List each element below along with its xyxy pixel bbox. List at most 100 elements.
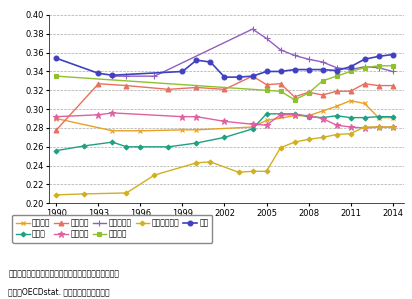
- スウェーデン: [376, 125, 381, 129]
- 英国: [390, 53, 395, 56]
- オランダ: [306, 114, 311, 118]
- フランス: [306, 114, 311, 118]
- スウェーデン: [320, 135, 325, 139]
- フランス: [138, 129, 143, 132]
- ドイツ: [110, 140, 115, 144]
- オランダ: [362, 126, 367, 130]
- スウェーデン: [152, 173, 157, 177]
- ドイツ: [334, 114, 339, 118]
- オランダ: [194, 115, 199, 118]
- 英国: [96, 71, 101, 75]
- Line: スペイン: スペイン: [54, 63, 395, 102]
- ポルトガル: [306, 57, 311, 61]
- 英国: [264, 70, 269, 73]
- オランダ: [348, 125, 353, 129]
- ポルトガル: [390, 70, 395, 73]
- フランス: [110, 129, 115, 132]
- Text: 資料：OECDstat. から経済産業省作成。: 資料：OECDstat. から経済産業省作成。: [8, 287, 110, 296]
- イタリア: [54, 128, 59, 132]
- スウェーデン: [264, 170, 269, 173]
- フランス: [292, 114, 297, 118]
- イタリア: [334, 89, 339, 93]
- ドイツ: [376, 115, 381, 118]
- ポルトガル: [152, 74, 157, 78]
- イタリア: [250, 74, 255, 78]
- オランダ: [180, 115, 185, 118]
- スウェーデン: [306, 138, 311, 141]
- ポルトガル: [124, 74, 129, 78]
- スペイン: [306, 91, 311, 95]
- スウェーデン: [208, 160, 213, 164]
- 英国: [222, 75, 227, 79]
- ドイツ: [54, 149, 59, 152]
- フランス: [390, 116, 395, 119]
- イタリア: [320, 93, 325, 97]
- 英国: [236, 75, 241, 79]
- オランダ: [292, 113, 297, 117]
- イタリア: [194, 86, 199, 89]
- 英国: [292, 68, 297, 71]
- スペイン: [334, 74, 339, 78]
- イタリア: [96, 82, 101, 86]
- 英国: [362, 57, 367, 61]
- スウェーデン: [390, 125, 395, 129]
- ドイツ: [222, 135, 227, 139]
- Line: 英国: 英国: [54, 52, 395, 80]
- Line: ポルトガル: ポルトガル: [109, 26, 396, 79]
- スウェーデン: [236, 170, 241, 174]
- Legend: フランス, ドイツ, イタリア, オランダ, ポルトガル, スペイン, スウェーデン, 英国: フランス, ドイツ, イタリア, オランダ, ポルトガル, スペイン, スウェー…: [12, 215, 212, 242]
- 英国: [320, 68, 325, 71]
- イタリア: [362, 82, 367, 86]
- イタリア: [166, 88, 171, 91]
- フランス: [180, 128, 185, 132]
- ポルトガル: [250, 27, 255, 31]
- フランス: [194, 128, 199, 132]
- オランダ: [110, 111, 115, 115]
- ドイツ: [250, 127, 255, 131]
- イタリア: [348, 89, 353, 93]
- スウェーデン: [54, 193, 59, 197]
- オランダ: [250, 122, 255, 126]
- イタリア: [278, 82, 283, 86]
- ドイツ: [362, 116, 367, 119]
- スペイン: [390, 64, 395, 68]
- ポルトガル: [264, 37, 269, 40]
- オランダ: [278, 113, 283, 117]
- スウェーデン: [82, 192, 87, 196]
- ドイツ: [138, 145, 143, 149]
- フランス: [362, 102, 367, 105]
- ドイツ: [82, 144, 87, 148]
- オランダ: [334, 123, 339, 127]
- オランダ: [390, 125, 395, 129]
- フランス: [376, 116, 381, 119]
- 英国: [180, 70, 185, 73]
- Line: イタリア: イタリア: [54, 74, 395, 132]
- Line: スウェーデン: スウェーデン: [55, 125, 394, 196]
- イタリア: [222, 88, 227, 91]
- ポルトガル: [110, 74, 115, 78]
- 英国: [194, 58, 199, 62]
- ドイツ: [320, 116, 325, 119]
- ポルトガル: [348, 68, 353, 71]
- Line: ドイツ: ドイツ: [55, 112, 394, 152]
- スペイン: [278, 89, 283, 93]
- ポルトガル: [278, 48, 283, 52]
- 英国: [250, 74, 255, 78]
- スペイン: [376, 64, 381, 68]
- オランダ: [54, 115, 59, 118]
- フランス: [54, 117, 59, 120]
- フランス: [334, 105, 339, 108]
- 英国: [54, 57, 59, 60]
- スウェーデン: [194, 161, 199, 165]
- ドイツ: [390, 115, 395, 118]
- スウェーデン: [250, 170, 255, 173]
- ポルトガル: [334, 66, 339, 69]
- イタリア: [306, 90, 311, 94]
- イタリア: [124, 84, 129, 87]
- ドイツ: [306, 115, 311, 118]
- ドイツ: [278, 112, 283, 116]
- フランス: [348, 99, 353, 103]
- ポルトガル: [362, 65, 367, 68]
- スペイン: [362, 66, 367, 69]
- スウェーデン: [362, 125, 367, 129]
